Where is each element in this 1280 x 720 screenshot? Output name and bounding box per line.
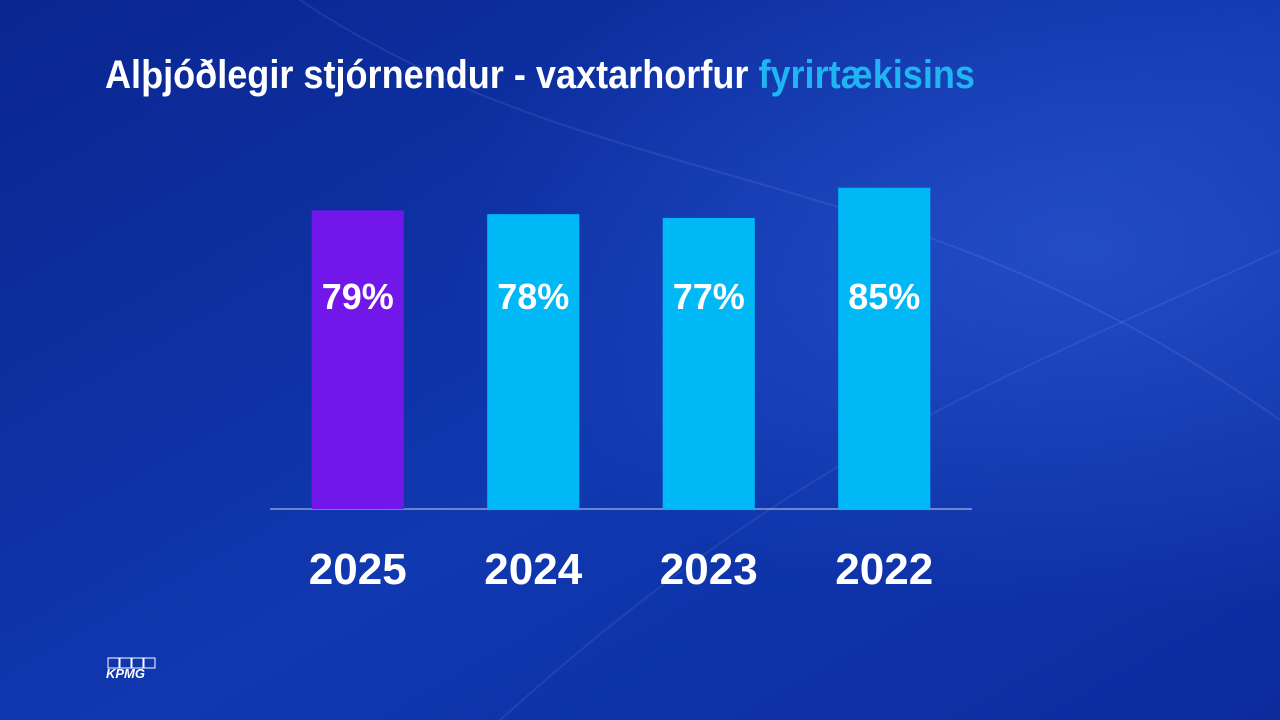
bar (838, 187, 931, 509)
logo-box (119, 657, 132, 669)
logo-box (143, 657, 156, 669)
decor-curve (299, 0, 1280, 421)
logo-text: KPMG (106, 666, 145, 681)
bar (487, 214, 580, 509)
chart-title: Alþjóðlegir stjórnendur - vaxtarhorfur f… (105, 53, 975, 97)
x-tick-label: 2025 (309, 545, 407, 594)
value-label: 77% (673, 276, 745, 317)
logo-box (131, 657, 144, 669)
value-label: 79% (322, 276, 394, 317)
x-tick-label: 2023 (660, 545, 758, 594)
bar (662, 217, 755, 509)
value-label: 85% (848, 276, 920, 317)
value-label: 78% (497, 276, 569, 317)
logo: KPMG (106, 657, 156, 681)
title-highlight: fyrirtækisins (758, 53, 975, 97)
logo-box (107, 657, 120, 669)
bar (311, 210, 404, 509)
title-main: Alþjóðlegir stjórnendur - vaxtarhorfur (105, 53, 748, 97)
x-tick-label: 2022 (835, 545, 933, 594)
x-tick-label: 2024 (484, 545, 582, 594)
